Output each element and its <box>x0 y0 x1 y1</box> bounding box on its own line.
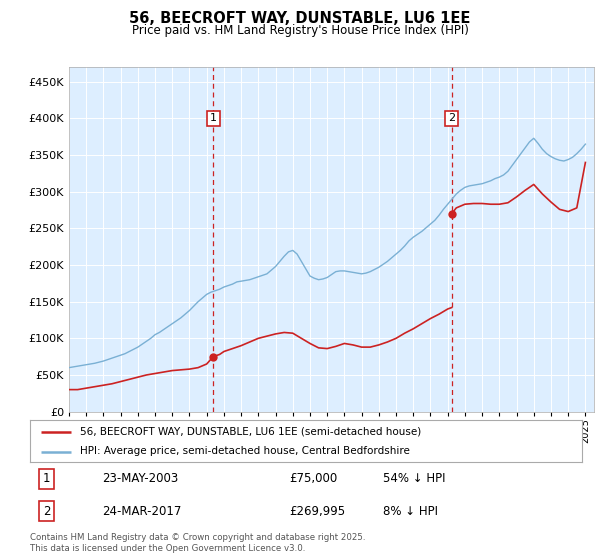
Text: 1: 1 <box>43 473 50 486</box>
Text: 56, BEECROFT WAY, DUNSTABLE, LU6 1EE (semi-detached house): 56, BEECROFT WAY, DUNSTABLE, LU6 1EE (se… <box>80 427 421 437</box>
Text: Contains HM Land Registry data © Crown copyright and database right 2025.
This d: Contains HM Land Registry data © Crown c… <box>30 533 365 553</box>
Text: 54% ↓ HPI: 54% ↓ HPI <box>383 473 446 486</box>
Text: 2: 2 <box>448 114 455 124</box>
Text: 8% ↓ HPI: 8% ↓ HPI <box>383 505 438 517</box>
Text: Price paid vs. HM Land Registry's House Price Index (HPI): Price paid vs. HM Land Registry's House … <box>131 24 469 36</box>
Text: 1: 1 <box>210 114 217 124</box>
Text: 2: 2 <box>43 505 50 517</box>
Text: £269,995: £269,995 <box>289 505 346 517</box>
Text: HPI: Average price, semi-detached house, Central Bedfordshire: HPI: Average price, semi-detached house,… <box>80 446 410 456</box>
Text: 56, BEECROFT WAY, DUNSTABLE, LU6 1EE: 56, BEECROFT WAY, DUNSTABLE, LU6 1EE <box>130 11 470 26</box>
Text: 23-MAY-2003: 23-MAY-2003 <box>102 473 178 486</box>
Text: 24-MAR-2017: 24-MAR-2017 <box>102 505 181 517</box>
Text: £75,000: £75,000 <box>289 473 338 486</box>
